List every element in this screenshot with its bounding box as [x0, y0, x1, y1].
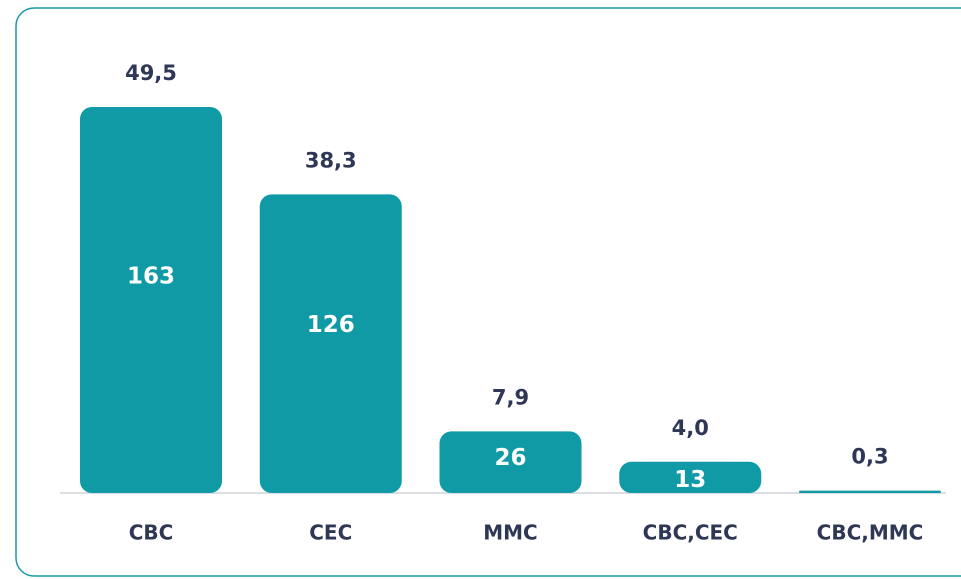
value-label: 49,5: [125, 61, 177, 85]
bar: [439, 431, 582, 493]
bar: [619, 461, 762, 493]
x-tick-label: MMC: [483, 521, 537, 545]
count-label: 126: [307, 312, 355, 338]
count-label: 13: [674, 467, 706, 493]
count-label: 26: [494, 445, 526, 471]
value-label: 7,9: [492, 385, 529, 409]
x-tick-label: CEC: [309, 521, 352, 545]
x-tick-label: CBC,MMC: [817, 521, 924, 545]
x-tick-label: CBC,CEC: [643, 521, 738, 545]
bar: [259, 194, 402, 493]
bar: [80, 107, 222, 493]
value-label: 38,3: [305, 148, 357, 172]
bar: [799, 490, 941, 493]
value-label: 4,0: [672, 416, 709, 440]
value-label: 0,3: [851, 445, 888, 469]
count-label: 163: [127, 263, 175, 289]
x-tick-label: CBC: [129, 521, 174, 545]
card: [15, 7, 961, 577]
